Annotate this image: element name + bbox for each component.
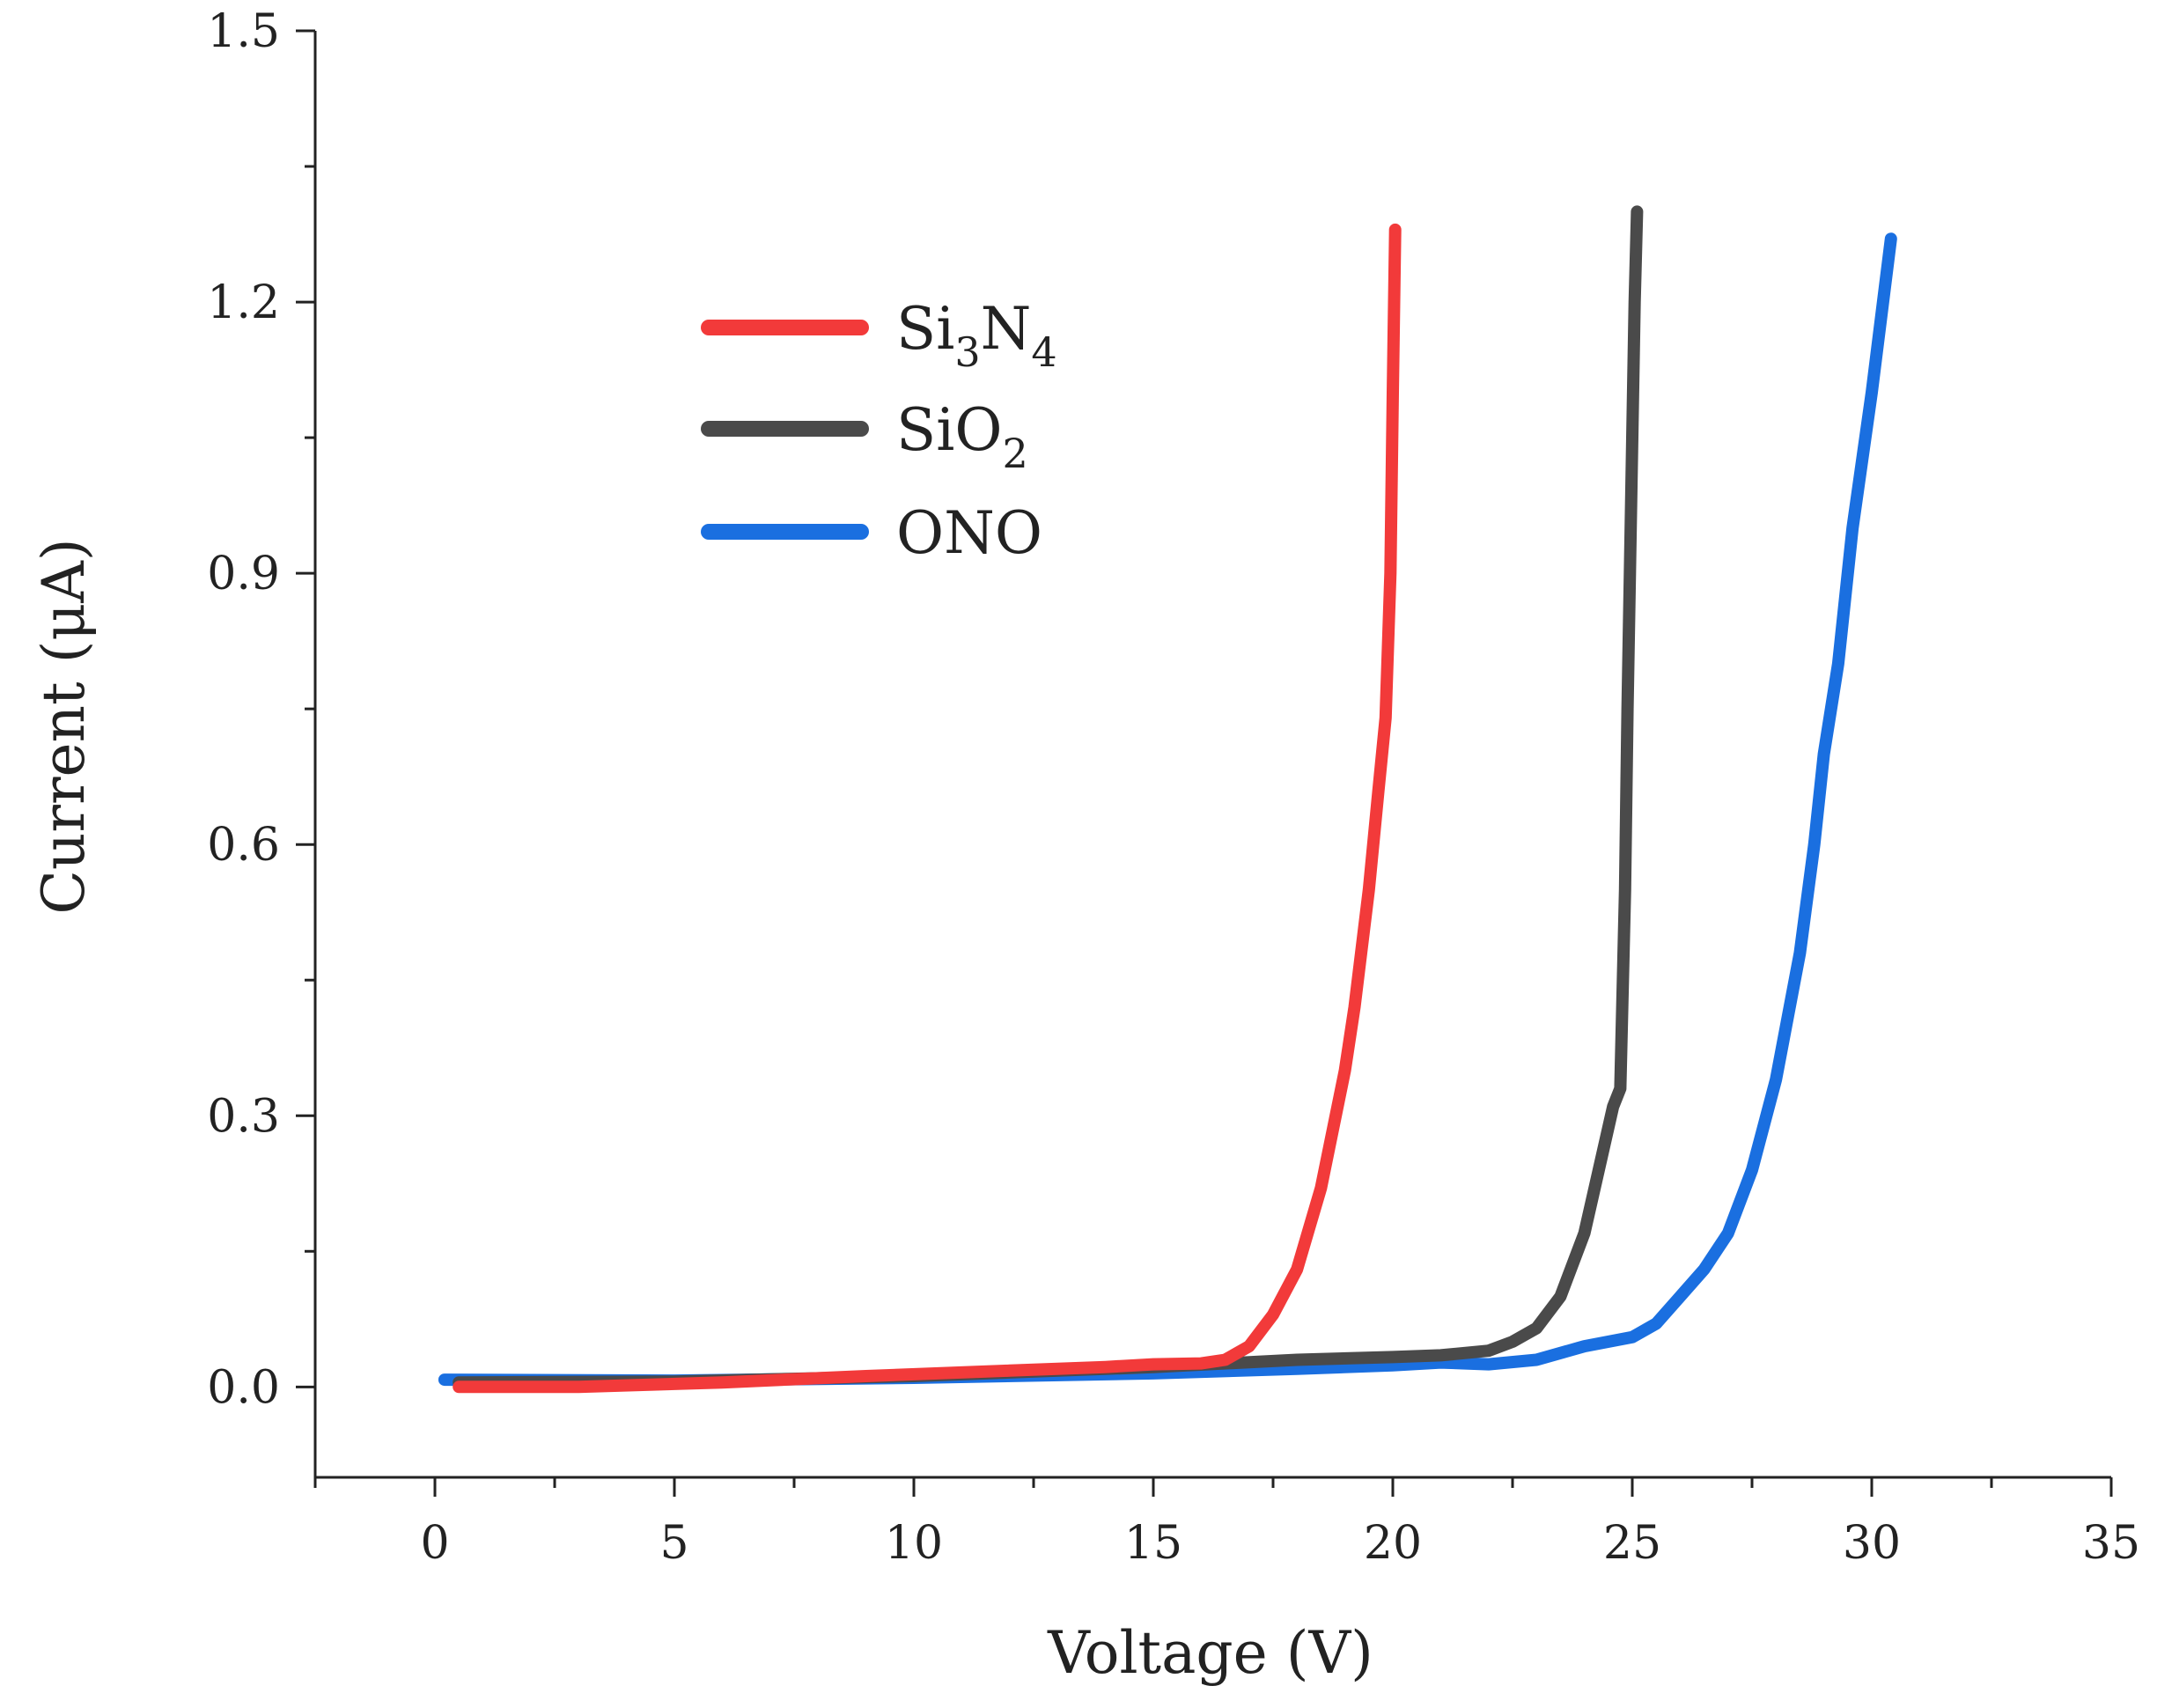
series-line-si3n4: [453, 223, 1402, 1394]
x-tick-label: 25: [1603, 1517, 1661, 1570]
y-axis-title: Current (μA): [30, 538, 98, 914]
series-line-ono: [438, 232, 1897, 1388]
y-tick-label: 0.0: [207, 1361, 280, 1414]
legend-label-sio2: SiO2: [896, 396, 1028, 477]
y-tick-label: 0.6: [207, 819, 280, 872]
data-series: [438, 205, 1897, 1394]
x-tick-label: 35: [2082, 1517, 2140, 1570]
series-line-sio2: [453, 205, 1644, 1389]
x-tick-label: 10: [885, 1517, 943, 1570]
legend: Si3N4 SiO2 ONO: [701, 295, 1057, 567]
y-tick-label: 0.9: [207, 548, 280, 600]
x-tick-label: 5: [659, 1517, 688, 1570]
y-tick-label: 1.2: [207, 276, 280, 329]
x-tick-label: 30: [1843, 1517, 1901, 1570]
x-tick-label: 15: [1124, 1517, 1182, 1570]
legend-label-si3n4: Si3N4: [896, 295, 1057, 376]
x-axis-title: Voltage (V): [1047, 1619, 1373, 1687]
legend-label-ono: ONO: [896, 499, 1042, 567]
x-tick-label: 20: [1364, 1517, 1422, 1570]
y-tick-label: 0.3: [207, 1090, 280, 1143]
axes: [313, 31, 2111, 1479]
x-tick-label: 0: [420, 1517, 449, 1570]
y-tick-label: 1.5: [207, 5, 280, 58]
tick-marks: 0 5 10 15 20 25 30 35 0.0 0.3 0.6 0.9 1.2 1.5: [207, 5, 2140, 1570]
